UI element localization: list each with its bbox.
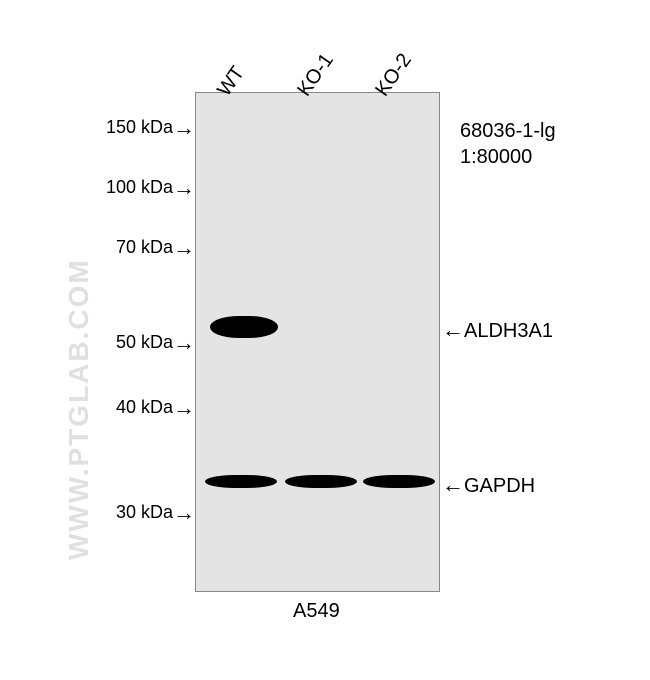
mw-100-text: 100 kDa	[106, 177, 173, 197]
band-label-aldh3a1: ←ALDH3A1	[442, 317, 553, 343]
arrow-left-icon: ←	[442, 472, 464, 497]
arrow-right-icon: →	[173, 500, 195, 526]
mw-30: 30 kDa→	[105, 500, 195, 526]
mw-40-text: 40 kDa	[116, 397, 173, 417]
aldh3a1-text: ALDH3A1	[464, 320, 553, 342]
mw-100: 100 kDa→	[95, 175, 195, 201]
arrow-left-icon: ←	[442, 317, 464, 342]
arrow-right-icon: →	[173, 175, 195, 201]
band-wt-aldh3a1	[210, 316, 278, 338]
antibody-catalog: 68036-1-lg	[460, 118, 556, 144]
band-wt-gapdh	[205, 475, 277, 488]
gapdh-text: GAPDH	[464, 475, 535, 497]
band-label-gapdh: ←GAPDH	[442, 472, 535, 498]
mw-70: 70 kDa→	[105, 235, 195, 261]
mw-70-text: 70 kDa	[116, 237, 173, 257]
arrow-right-icon: →	[173, 115, 195, 141]
mw-50: 50 kDa→	[105, 330, 195, 356]
mw-50-text: 50 kDa	[116, 332, 173, 352]
arrow-right-icon: →	[173, 395, 195, 421]
mw-150-text: 150 kDa	[106, 117, 173, 137]
blot-membrane	[195, 92, 440, 592]
antibody-info: 68036-1-lg 1:80000	[460, 118, 556, 170]
arrow-right-icon: →	[173, 330, 195, 356]
band-ko1-gapdh	[285, 475, 357, 488]
antibody-dilution: 1:80000	[460, 144, 556, 170]
watermark-text: WWW.PTGLAB.COM	[63, 258, 95, 560]
mw-30-text: 30 kDa	[116, 502, 173, 522]
cell-line-label: A549	[293, 600, 340, 623]
arrow-right-icon: →	[173, 235, 195, 261]
western-blot-figure: WWW.PTGLAB.COM WT KO-1 KO-2 150 kDa→ 100…	[0, 0, 650, 680]
band-ko2-gapdh	[363, 475, 435, 488]
mw-40: 40 kDa→	[105, 395, 195, 421]
mw-150: 150 kDa→	[95, 115, 195, 141]
